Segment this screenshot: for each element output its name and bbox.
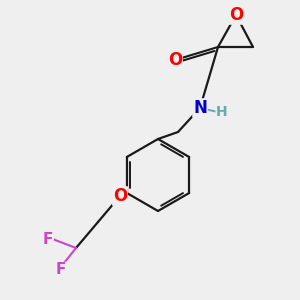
Text: O: O bbox=[168, 51, 182, 69]
Text: O: O bbox=[113, 187, 127, 205]
Text: F: F bbox=[43, 232, 53, 247]
Text: O: O bbox=[229, 6, 243, 24]
Text: F: F bbox=[56, 262, 66, 278]
Text: H: H bbox=[216, 105, 228, 119]
Text: N: N bbox=[193, 99, 207, 117]
